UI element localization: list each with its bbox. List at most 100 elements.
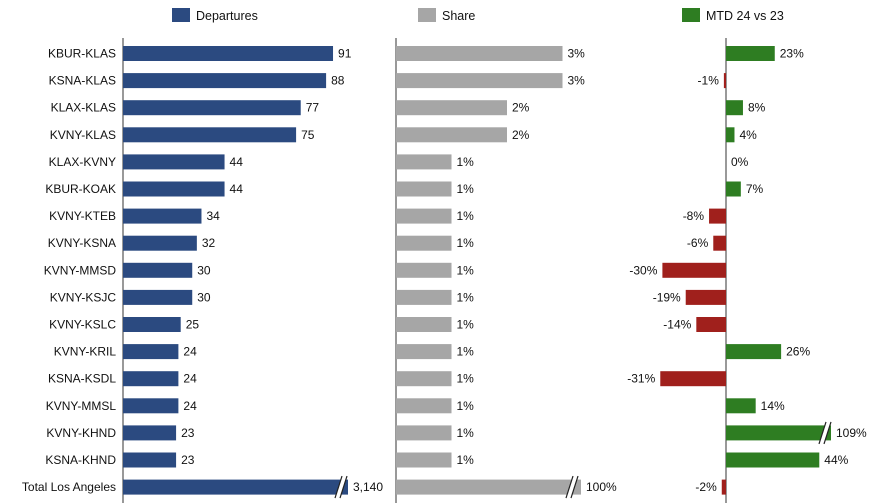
- data-label: -31%: [627, 372, 655, 386]
- category-label: KVNY-MMSD: [44, 263, 117, 277]
- share-panel: 3% 3% 2% 2% 1% 1% 1% 1% 1% 1% 1% 1% 1% 1% 1% 1% 100%: [395, 38, 617, 503]
- data-label: 44: [230, 182, 244, 196]
- axis-break-line: [565, 475, 574, 499]
- data-label: 30: [197, 263, 211, 277]
- data-label: 2%: [512, 128, 530, 142]
- data-label: 14%: [761, 399, 785, 413]
- data-label: 7%: [746, 182, 764, 196]
- bar: [709, 208, 726, 224]
- data-label: 1%: [457, 263, 475, 277]
- bar: [396, 344, 452, 360]
- bar: [396, 46, 563, 61]
- data-label: 30: [197, 290, 211, 304]
- bar: [396, 235, 452, 251]
- data-label: -8%: [683, 209, 705, 223]
- category-label: KSNA-KHND: [45, 453, 116, 467]
- data-label: 23%: [780, 47, 804, 61]
- bar: [396, 317, 452, 332]
- data-label: 3%: [568, 47, 586, 61]
- bar: [396, 425, 452, 441]
- axis-break-line: [570, 475, 579, 499]
- data-label: 1%: [457, 426, 475, 440]
- data-label: 44%: [824, 453, 848, 467]
- bar: [726, 181, 741, 197]
- bar: [721, 479, 726, 495]
- legend-swatch-departures: [172, 8, 190, 22]
- category-label: KVNY-KHND: [46, 426, 116, 440]
- bar: [123, 154, 225, 170]
- category-label: KVNY-KSLC: [49, 318, 116, 332]
- axis-break-line: [334, 475, 343, 499]
- data-label: 1%: [457, 155, 475, 169]
- category-label: KVNY-MMSL: [46, 399, 117, 413]
- bar: [123, 344, 179, 360]
- data-label: 23: [181, 453, 195, 467]
- data-label: 8%: [748, 101, 766, 115]
- legend-swatch-mtd: [682, 8, 700, 22]
- bar: [396, 398, 452, 414]
- category-label: KVNY-KSNA: [48, 236, 116, 250]
- bar: [726, 46, 775, 61]
- data-label: 3,140: [353, 480, 383, 494]
- category-label: KSNA-KLAS: [49, 74, 116, 88]
- category-label: KVNY-KSJC: [50, 290, 117, 304]
- category-label: KVNY-KLAS: [50, 128, 116, 142]
- axis-break-line: [339, 475, 348, 499]
- bar: [396, 154, 452, 170]
- bar: [123, 452, 177, 468]
- data-label: 1%: [457, 182, 475, 196]
- bar: [396, 127, 507, 143]
- data-label: 24: [183, 345, 197, 359]
- bar: [123, 371, 179, 387]
- data-label: 1%: [457, 209, 475, 223]
- legend-label-share: Share: [442, 9, 475, 23]
- bar: [662, 262, 726, 278]
- data-label: 1%: [457, 290, 475, 304]
- data-label: 1%: [457, 453, 475, 467]
- bar: [685, 289, 726, 305]
- data-label: 1%: [457, 399, 475, 413]
- data-label: 109%: [836, 426, 867, 440]
- bar: [123, 289, 193, 305]
- bar: [396, 452, 452, 468]
- data-label: -30%: [629, 263, 657, 277]
- bar: [123, 235, 197, 251]
- data-label: -19%: [653, 290, 681, 304]
- departures-panel: 91 88 77 75 44 44 34 32 30 30 25 24 24 24 23 23 3,140: [122, 38, 383, 503]
- chart-legend: Departures Share MTD 24 vs 23: [172, 8, 784, 23]
- category-label: KVNY-KRIL: [54, 345, 117, 359]
- data-label: 1%: [457, 372, 475, 386]
- data-label: 77: [306, 101, 320, 115]
- bar: [396, 371, 452, 387]
- bar: [396, 208, 452, 224]
- data-label: 3%: [568, 74, 586, 88]
- data-label: 100%: [586, 480, 617, 494]
- data-label: 91: [338, 47, 352, 61]
- data-label: 1%: [457, 318, 475, 332]
- bar: [396, 73, 563, 89]
- bar: [123, 317, 181, 332]
- data-label: -1%: [698, 74, 720, 88]
- data-label: 1%: [457, 236, 475, 250]
- bar: [123, 208, 202, 224]
- bar: [660, 371, 726, 387]
- data-label: 34: [206, 209, 220, 223]
- data-label: 24: [183, 399, 197, 413]
- mtd-panel: 23% -1% 8% 4% 0% 7% -8% -6% -30% -19% -14% 26% -31% 1…: [627, 38, 867, 503]
- category-labels: KBUR-KLAS KSNA-KLAS KLAX-KLAS KVNY-KLAS KLAX…: [22, 47, 116, 495]
- bar: [713, 235, 726, 251]
- axis-break-gap: [566, 476, 578, 499]
- category-label: KBUR-KLAS: [48, 47, 116, 61]
- bar: [696, 317, 726, 332]
- category-label: KBUR-KOAK: [45, 182, 116, 196]
- bar: [123, 262, 193, 278]
- category-label: KVNY-KTEB: [49, 209, 116, 223]
- bar: [123, 100, 301, 116]
- bar: [396, 181, 452, 197]
- data-label: 24: [183, 372, 197, 386]
- data-label: 25: [186, 318, 200, 332]
- bar: [726, 425, 831, 441]
- data-label: 88: [331, 74, 345, 88]
- data-label: 1%: [457, 345, 475, 359]
